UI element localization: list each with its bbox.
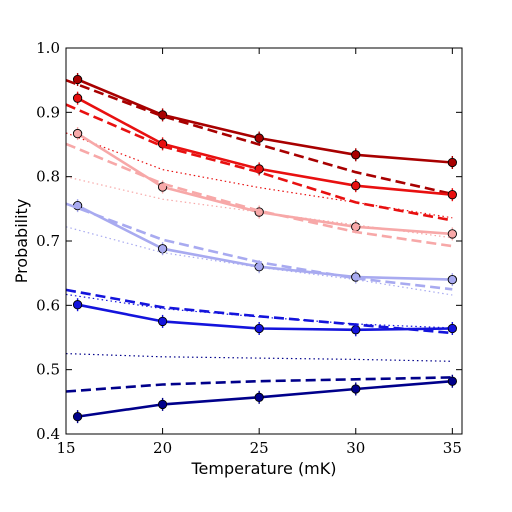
series-8-point-4 bbox=[447, 274, 457, 285]
series-0-point-4 bbox=[447, 157, 457, 168]
x-axis-label: Temperature (mK) bbox=[191, 459, 337, 478]
series-15-point-2 bbox=[254, 392, 264, 402]
y-tick-label-2: 0.6 bbox=[36, 296, 60, 314]
series-5-line bbox=[76, 132, 453, 236]
series-11-point-3 bbox=[351, 325, 361, 335]
series-0-line bbox=[77, 78, 453, 164]
series-3-line bbox=[65, 103, 453, 222]
series-11-point-1 bbox=[157, 316, 168, 327]
series-5-point-4 bbox=[447, 229, 457, 239]
series-8-point-1 bbox=[157, 244, 168, 254]
series-14-line bbox=[65, 353, 453, 362]
series-5-point-0 bbox=[72, 128, 83, 139]
series-13-line bbox=[65, 293, 453, 329]
series-11-point-4 bbox=[447, 323, 457, 334]
y-tick-label-6: 1.0 bbox=[36, 39, 60, 57]
y-tick-label-3: 0.7 bbox=[36, 232, 60, 250]
series-15-point-1 bbox=[157, 399, 168, 410]
series-layer bbox=[65, 73, 457, 424]
series-2-point-0 bbox=[72, 93, 83, 103]
x-tick-label-1: 20 bbox=[153, 439, 172, 457]
series-6-line bbox=[65, 142, 453, 248]
y-tick-label-4: 0.8 bbox=[36, 168, 60, 186]
x-tick-label-2: 25 bbox=[250, 439, 269, 457]
series-11-point-0 bbox=[72, 300, 83, 310]
series-1-line bbox=[65, 78, 453, 196]
series-11-point-2 bbox=[254, 323, 264, 334]
y-tick-label-0: 0.4 bbox=[36, 425, 60, 443]
y-tick-label-1: 0.5 bbox=[36, 361, 60, 379]
x-tick-label-4: 35 bbox=[443, 439, 462, 457]
series-15-point-3 bbox=[351, 384, 361, 394]
series-4-line bbox=[65, 132, 453, 219]
series-0-point-2 bbox=[254, 133, 264, 143]
series-2-point-4 bbox=[447, 190, 457, 200]
series-9-line bbox=[65, 202, 453, 291]
series-16-line bbox=[65, 376, 453, 393]
y-tick-label-5: 0.9 bbox=[36, 103, 60, 121]
series-0-point-3 bbox=[351, 150, 361, 160]
x-tick-label-3: 30 bbox=[346, 439, 365, 457]
ticks-layer: 15 20 25 30 35 0.4 0.5 0.6 0.7 0.8 0.9 1.0 bbox=[36, 39, 462, 457]
series-2-point-3 bbox=[351, 181, 361, 191]
series-5-point-3 bbox=[351, 222, 361, 232]
x-tick-label-0: 15 bbox=[56, 439, 75, 457]
series-0-point-0 bbox=[72, 74, 83, 85]
series-15-point-4 bbox=[447, 376, 457, 386]
series-15-point-0 bbox=[72, 411, 83, 422]
y-axis-label: Probability bbox=[12, 199, 31, 284]
plot-frame bbox=[65, 47, 463, 435]
